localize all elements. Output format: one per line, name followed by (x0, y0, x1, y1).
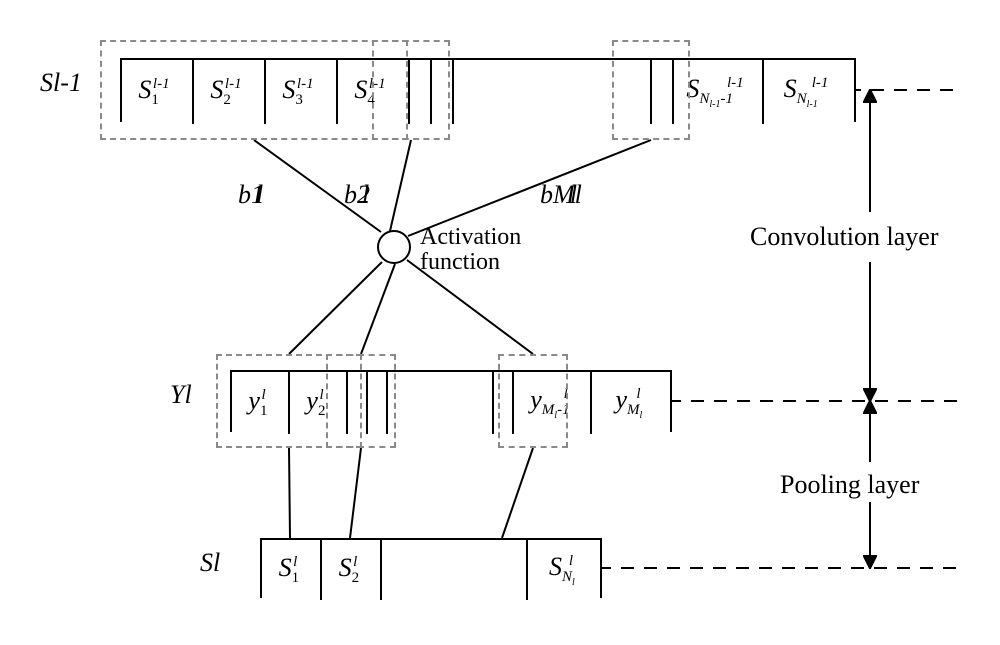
activation-node (377, 230, 411, 264)
receptive-window (498, 354, 568, 448)
vector-cell: yMll (592, 372, 670, 434)
bot-vector: S1lS2l SNll (260, 538, 602, 598)
vector-cell: S1l (262, 540, 322, 600)
vector-cell: S2l (322, 540, 382, 600)
pool-layer-label: Pooling layer (780, 470, 919, 500)
receptive-window (372, 40, 450, 140)
vector-cell (388, 372, 474, 434)
vector-cell (474, 372, 494, 434)
vector-cell: SNl-1l-1 (764, 60, 854, 124)
activation-label: Activation function (420, 224, 521, 276)
mid-row-label: Yl (170, 380, 192, 410)
vector-cell: SNll (528, 540, 600, 600)
receptive-window (100, 40, 408, 140)
vector-cell (454, 60, 630, 124)
bM-label: bMll (540, 180, 589, 210)
vector-cell (382, 540, 528, 600)
receptive-window (326, 354, 396, 448)
input-row-label: Sl-1 (40, 68, 82, 98)
conv-layer-label: Convolution layer (750, 222, 938, 252)
b2-label: b2l (344, 180, 377, 210)
receptive-window (612, 40, 690, 140)
bot-row-label: Sl (200, 548, 220, 578)
b1-label: b1l (238, 180, 271, 210)
